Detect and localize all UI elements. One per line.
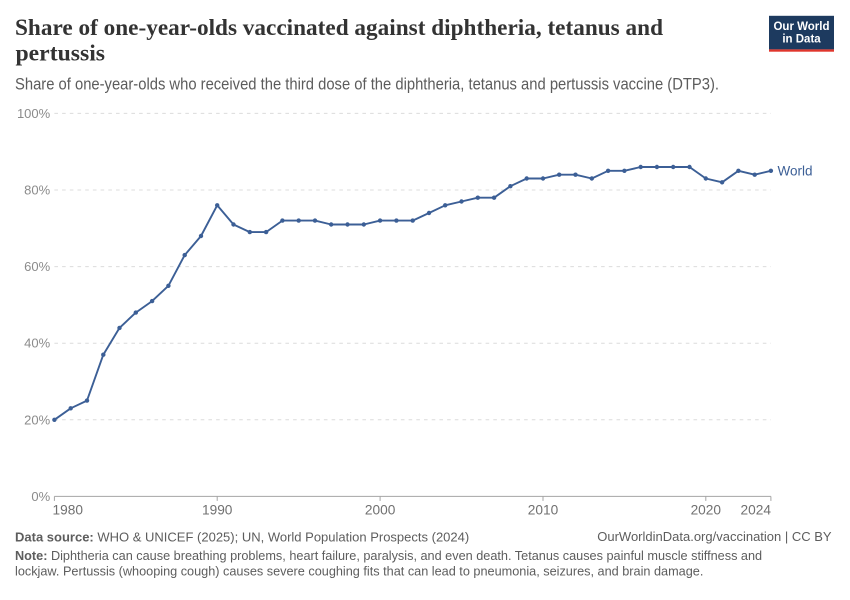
- svg-text:pertussis: pertussis: [16, 41, 106, 67]
- svg-text:60%: 60%: [24, 259, 50, 274]
- svg-text:2020: 2020: [691, 503, 722, 518]
- svg-text:Our World: Our World: [773, 21, 829, 33]
- svg-text:2024: 2024: [741, 503, 772, 518]
- svg-text:80%: 80%: [24, 183, 50, 198]
- svg-text:1980: 1980: [53, 503, 84, 518]
- svg-text:World: World: [778, 164, 813, 179]
- svg-text:2010: 2010: [528, 503, 559, 518]
- svg-text:Share of one-year-olds vaccina: Share of one-year-olds vaccinated agains…: [15, 15, 663, 41]
- svg-text:100%: 100%: [17, 106, 51, 121]
- svg-text:lockjaw. Pertussis (whooping c: lockjaw. Pertussis (whooping cough) caus…: [15, 565, 703, 579]
- svg-text:2000: 2000: [365, 503, 396, 518]
- svg-text:OurWorldinData.org/vaccination: OurWorldinData.org/vaccination | CC BY: [597, 529, 832, 544]
- svg-text:Data source: WHO & UNICEF (202: Data source: WHO & UNICEF (2025); UN, Wo…: [15, 530, 469, 545]
- svg-text:1990: 1990: [202, 503, 233, 518]
- svg-text:20%: 20%: [24, 412, 50, 427]
- svg-text:Share of one-year-olds who rec: Share of one-year-olds who received the …: [15, 75, 719, 93]
- svg-text:in Data: in Data: [782, 33, 821, 45]
- svg-text:Note: Diphtheria can cause bre: Note: Diphtheria can cause breathing pro…: [15, 549, 762, 563]
- svg-text:40%: 40%: [24, 336, 50, 351]
- svg-text:0%: 0%: [31, 489, 50, 504]
